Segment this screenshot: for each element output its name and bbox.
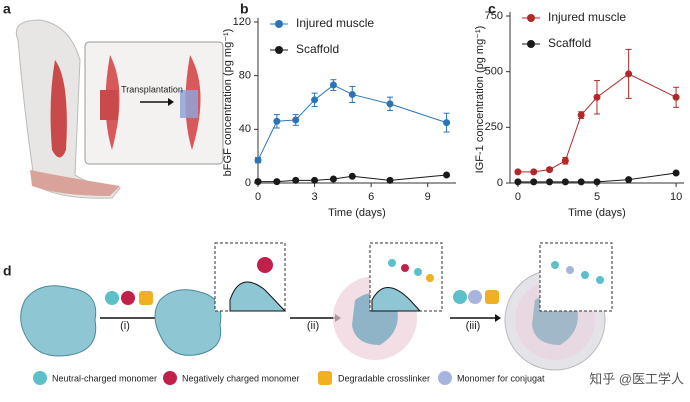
step-label: (iii) bbox=[466, 320, 481, 332]
panel-label: c bbox=[488, 1, 496, 17]
x-tick-label: 0 bbox=[515, 191, 521, 203]
diagram bbox=[20, 242, 613, 385]
point bbox=[273, 178, 281, 186]
legend-label: Scaffold bbox=[548, 36, 591, 50]
panel-label: d bbox=[3, 263, 12, 279]
point bbox=[672, 93, 680, 101]
y-tick-label: 500 bbox=[485, 66, 503, 78]
legend-label: Scaffold bbox=[296, 42, 339, 56]
y-tick-label: 120 bbox=[233, 16, 251, 28]
point bbox=[625, 176, 633, 184]
point bbox=[577, 178, 585, 186]
point bbox=[546, 178, 554, 186]
x-tick-label: 3 bbox=[312, 191, 318, 203]
point bbox=[292, 116, 300, 124]
point bbox=[273, 117, 281, 125]
step-label: (ii) bbox=[307, 320, 319, 332]
point bbox=[561, 157, 569, 165]
watermark: 知乎 @医工学人 bbox=[589, 371, 684, 386]
point bbox=[311, 176, 319, 184]
point bbox=[348, 90, 356, 98]
transplant-label: Transplantation bbox=[121, 84, 183, 94]
point bbox=[443, 119, 451, 127]
point bbox=[593, 178, 601, 186]
point bbox=[625, 70, 633, 78]
arrow-head bbox=[168, 98, 174, 106]
y-axis-label: IGF-1 concentration (pg mg⁻¹) bbox=[474, 26, 486, 174]
y-axis-label: bFGF concentration (pg mg⁻¹) bbox=[222, 29, 234, 177]
y-tick-label: 750 bbox=[485, 10, 503, 22]
point bbox=[386, 176, 394, 184]
x-tick-label: 6 bbox=[368, 191, 374, 203]
point bbox=[443, 171, 451, 179]
point bbox=[514, 178, 522, 186]
step-label: (i) bbox=[120, 320, 130, 332]
legend-marker bbox=[527, 40, 535, 48]
point bbox=[530, 178, 538, 186]
point bbox=[329, 175, 337, 183]
x-tick-label: 10 bbox=[670, 191, 682, 203]
y-tick-label: 80 bbox=[239, 70, 251, 82]
point bbox=[329, 81, 337, 89]
point bbox=[292, 176, 300, 184]
legend-label: Injured muscle bbox=[548, 10, 626, 24]
x-tick-label: 0 bbox=[255, 191, 261, 203]
point bbox=[386, 100, 394, 108]
point bbox=[254, 178, 262, 186]
point bbox=[577, 111, 585, 119]
legend-marker bbox=[275, 20, 283, 28]
x-axis-label: Time (days) bbox=[328, 207, 386, 219]
point bbox=[546, 166, 554, 174]
y-tick-label: 0 bbox=[497, 177, 503, 189]
legend-label: Neutral-charged monomer bbox=[52, 373, 157, 383]
panel-label: b bbox=[240, 1, 249, 17]
panel-label: a bbox=[3, 1, 11, 17]
y-tick-label: 0 bbox=[245, 177, 251, 189]
point bbox=[561, 178, 569, 186]
y-tick-label: 250 bbox=[485, 121, 503, 133]
x-tick-label: 9 bbox=[425, 191, 431, 203]
point bbox=[530, 168, 538, 176]
point bbox=[514, 168, 522, 176]
x-tick-label: 5 bbox=[594, 191, 600, 203]
scaffold-implant bbox=[180, 90, 198, 118]
point bbox=[348, 172, 356, 180]
legend-label: Monomer for conjugat bbox=[457, 373, 545, 383]
arm-illustration bbox=[15, 19, 121, 199]
x-axis-label: Time (days) bbox=[568, 207, 626, 219]
point bbox=[254, 156, 262, 164]
legend-marker bbox=[527, 14, 535, 22]
legend-label: Negatively charged monomer bbox=[182, 373, 300, 383]
legend-label: Injured muscle bbox=[296, 16, 374, 30]
point bbox=[672, 169, 680, 177]
defect bbox=[100, 90, 118, 120]
y-tick-label: 40 bbox=[239, 123, 251, 135]
legend-marker bbox=[275, 46, 283, 54]
point bbox=[311, 96, 319, 104]
point bbox=[593, 93, 601, 101]
legend-label: Degradable crosslinker bbox=[338, 373, 430, 383]
